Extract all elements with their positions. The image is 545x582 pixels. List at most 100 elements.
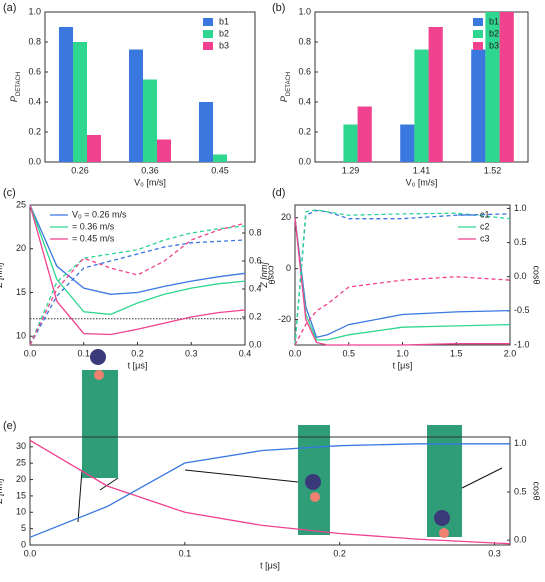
connector: [461, 467, 503, 489]
bar: [414, 49, 429, 162]
legend-label: b1: [219, 16, 229, 26]
x-tick-label: 0.26: [71, 165, 89, 175]
panel-label: (a): [3, 2, 16, 14]
bar: [199, 102, 213, 162]
y-axis-label-sub: DETACH: [16, 72, 22, 96]
line-series: [29, 443, 510, 538]
legend-label: b3: [489, 40, 499, 50]
line-series: [29, 239, 246, 346]
x-tick-label: 0.0: [24, 348, 37, 358]
y2-tick-label: 0.6: [249, 255, 262, 265]
y-tick-label: 20: [16, 243, 26, 253]
particle: [305, 474, 321, 490]
legend-label: b2: [489, 28, 499, 38]
legend-swatch: [473, 18, 483, 26]
particle: [434, 510, 450, 526]
plot-frame: [29, 204, 246, 346]
connector: [77, 469, 83, 523]
x-tick-label: 0.2: [333, 548, 346, 558]
y-tick-label: 0: [286, 263, 291, 273]
x-tick-label: 1.29: [342, 165, 360, 175]
panel-label: (e): [3, 420, 16, 432]
x-axis-label: V₀ [m/s]: [134, 177, 166, 187]
bar: [485, 12, 500, 162]
x-tick-label: 0.0: [24, 548, 37, 558]
y-tick-label: 25: [16, 199, 26, 209]
legend-swatch: [203, 30, 213, 38]
y-axis-label-main: Z [nm]: [0, 478, 4, 505]
y-tick-label: 10: [16, 331, 26, 341]
bar: [343, 124, 358, 162]
line-series: [29, 204, 246, 316]
bar: [428, 27, 443, 162]
y-tick-label: 15: [16, 287, 26, 297]
y-tick-label: 0.8: [28, 36, 41, 46]
y2-tick-label: 1.0: [514, 203, 527, 213]
connector: [99, 477, 119, 491]
y-tick-label: 0.0: [28, 156, 41, 166]
line-series: [29, 225, 246, 346]
y-axis-label: PDETACH: [279, 72, 291, 102]
x-tick-label: 0.1: [179, 548, 192, 558]
plot-frame: [294, 204, 511, 346]
y-tick-label: 20: [281, 212, 291, 222]
x-tick-label: 0.3: [488, 548, 501, 558]
x-tick-label: 0.2: [131, 348, 144, 358]
legend-label: c3: [480, 233, 490, 243]
droplet: [94, 370, 104, 380]
bar: [87, 135, 101, 162]
water-box: [82, 370, 118, 478]
legend-swatch: [203, 42, 213, 50]
x-tick-label: 0.45: [211, 165, 229, 175]
legend-label: c2: [480, 221, 490, 231]
y-axis-label-main: P: [279, 96, 289, 102]
bar: [499, 12, 514, 162]
y-tick-label: 10: [16, 507, 26, 517]
plot-frame: [29, 436, 511, 546]
legend-label: c1: [480, 209, 490, 219]
x-tick-label: 0.36: [141, 165, 159, 175]
y-tick-label: 0.2: [28, 126, 41, 136]
legend-label: b3: [219, 40, 229, 50]
legend-label: V₀ = 0.26 m/s: [72, 209, 127, 219]
line-series: [29, 204, 246, 336]
legend-swatch: [203, 18, 213, 26]
x-tick-label: 2.0: [504, 348, 517, 358]
y2-tick-label: -0.5: [514, 305, 530, 315]
legend-label: b2: [219, 28, 229, 38]
y-tick-label: 15: [16, 490, 26, 500]
x-tick-label: 0.5: [342, 348, 355, 358]
bar: [357, 106, 372, 162]
x-axis-label: t [μs]: [128, 360, 148, 370]
panel-label: (c): [3, 187, 16, 199]
y-tick-label: 30: [16, 441, 26, 451]
y-tick-label: 0.4: [28, 96, 41, 106]
y-tick-label: 1.0: [28, 6, 41, 16]
y-axis-label-sub: DETACH: [286, 72, 292, 96]
y-axis-label-main: Z [nm]: [259, 262, 269, 289]
line-series: [294, 217, 511, 339]
legend-label: = 0.45 m/s: [72, 233, 115, 243]
bar: [400, 124, 415, 162]
y-tick-label: 0.4: [298, 96, 311, 106]
y-tick-label: -20: [278, 314, 291, 324]
legend-label: b1: [489, 16, 499, 26]
droplet: [439, 528, 449, 538]
bar: [73, 42, 87, 162]
y2-tick-label: 0.0: [249, 339, 262, 349]
y-tick-label: 0.6: [298, 66, 311, 76]
line-series: [294, 209, 511, 346]
y-tick-label: 0.0: [298, 156, 311, 166]
legend-swatch: [473, 30, 483, 38]
x-tick-label: 1.0: [396, 348, 409, 358]
y-axis-label: Z [nm]: [259, 262, 269, 289]
y2-tick-label: 1.0: [514, 438, 527, 448]
droplet: [310, 492, 320, 502]
legend-label: = 0.36 m/s: [72, 221, 115, 231]
y-axis-label-main: P: [9, 96, 19, 102]
y2-tick-label: 0.4: [249, 283, 262, 293]
y-axis-label: Z [nm]: [0, 478, 4, 505]
y2-tick-label: 0.2: [249, 311, 262, 321]
line-series: [29, 439, 511, 545]
